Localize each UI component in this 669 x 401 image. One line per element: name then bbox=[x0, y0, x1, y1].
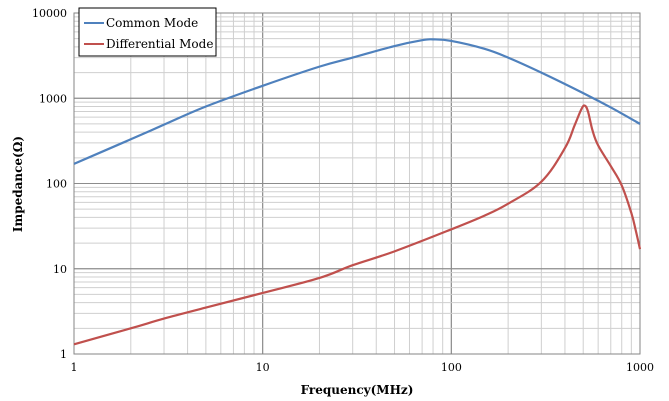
plot-area-frame bbox=[73, 12, 641, 355]
y-tick-label: 100 bbox=[46, 178, 67, 191]
series-layer bbox=[73, 38, 642, 346]
y-tick-label: 10000 bbox=[32, 7, 67, 20]
legend-label-common-mode: Common Mode bbox=[106, 16, 198, 30]
y-axis-title: Impedance(Ω) bbox=[11, 136, 25, 232]
x-axis-title: Frequency(MHz) bbox=[301, 383, 414, 397]
y-tick-label: 10 bbox=[53, 263, 67, 276]
tick-labels: 1 10 100 1000 1 10 100 1000 10000 bbox=[32, 7, 654, 374]
y-tick-label: 1000 bbox=[39, 92, 67, 105]
y-tick-label: 1 bbox=[60, 348, 67, 361]
x-tick-label: 100 bbox=[441, 361, 462, 374]
x-tick-label: 1 bbox=[71, 361, 78, 374]
grid-lines bbox=[73, 12, 641, 355]
legend-label-differential-mode: Differential Mode bbox=[106, 37, 213, 51]
x-tick-label: 1000 bbox=[626, 361, 654, 374]
legend-box bbox=[78, 7, 217, 57]
x-tick-label: 10 bbox=[256, 361, 270, 374]
series-line-common-mode bbox=[73, 38, 641, 165]
series-line-differential-mode bbox=[73, 104, 642, 346]
legend: Common Mode Differential Mode bbox=[78, 7, 217, 57]
